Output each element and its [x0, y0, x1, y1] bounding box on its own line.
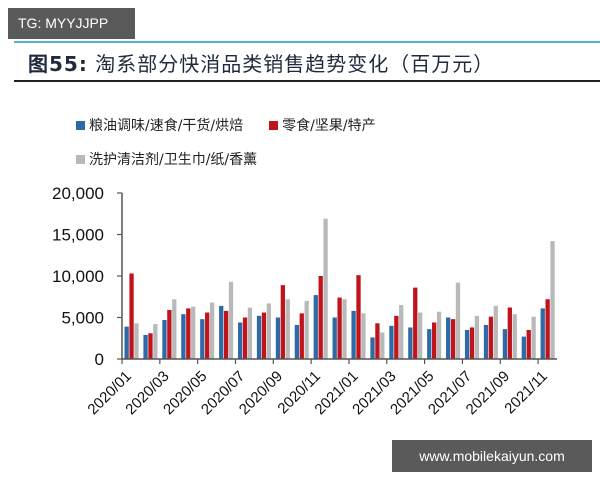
bar [469, 327, 475, 359]
y-tick-label: 20,000 [52, 184, 104, 203]
figure-title: 图55: 淘系部分快消品类销售趋势变化（百万元） [28, 48, 494, 77]
bar [237, 322, 243, 359]
bar [427, 329, 432, 359]
legend-swatch-red [269, 120, 279, 130]
bar [162, 319, 167, 359]
bar [389, 325, 394, 359]
legend-swatch-gray [76, 154, 85, 164]
y-tick-label: 15,000 [52, 226, 104, 245]
bar [394, 315, 399, 359]
chart-legend: 粮油调味/速食/干货/烘焙 零食/坚果/特产 洗护清洁剂/卫生巾/纸/香薰 [76, 108, 402, 176]
bar [172, 299, 177, 359]
x-tick-label: 2021/11 [501, 368, 551, 418]
x-axis: 2020/012020/032020/052020/072020/092020/… [84, 358, 557, 418]
watermark-top: TG: MYYJJPP [8, 8, 135, 39]
header-top-rule [14, 41, 600, 43]
bar [464, 329, 470, 359]
bar [219, 305, 224, 359]
bar [488, 316, 494, 359]
watermark-bottom: www.mobilekaiyun.com [392, 440, 592, 472]
figure-label: 图55: [28, 52, 88, 76]
bar [436, 311, 442, 359]
bar [483, 324, 489, 359]
bar [186, 308, 191, 359]
y-axis: 0 5,000 10,000 15,000 20,000 [52, 184, 123, 369]
bar [474, 315, 480, 359]
bar [205, 312, 210, 359]
bar [417, 312, 423, 359]
bar [280, 285, 286, 359]
y-tick-label: 5,000 [61, 309, 104, 328]
legend-row-1: 粮油调味/速食/干货/烘焙 零食/坚果/特产 [76, 108, 402, 142]
bar [256, 315, 262, 359]
bar [375, 323, 380, 359]
bar [285, 299, 290, 359]
bar [148, 333, 153, 359]
bar [446, 317, 451, 359]
header-bottom-rule [14, 80, 600, 82]
figure-title-text: 淘系部分快消品类销售趋势变化（百万元） [95, 52, 495, 76]
bar [275, 317, 281, 359]
bar [143, 334, 148, 359]
bar [512, 314, 517, 359]
bar [493, 305, 498, 359]
bar [531, 316, 536, 359]
bar [408, 327, 413, 359]
bar [361, 313, 366, 359]
legend-item-staples: 粮油调味/速食/干货/烘焙 [76, 115, 243, 135]
bar [351, 310, 356, 359]
legend-item-household: 洗护清洁剂/卫生巾/纸/香薰 [76, 149, 257, 169]
bar [399, 305, 404, 359]
bar [247, 307, 253, 359]
bar [370, 337, 375, 359]
bar [550, 241, 555, 359]
bar [266, 303, 271, 359]
bar [153, 324, 158, 359]
bar [124, 326, 129, 359]
y-tick-label: 0 [95, 350, 104, 369]
bar-series [124, 218, 555, 359]
bar [299, 313, 304, 359]
bar [318, 276, 323, 359]
bar [502, 329, 508, 359]
legend-swatch-blue [76, 120, 85, 130]
bar [304, 300, 309, 359]
bar [332, 317, 337, 359]
bar [356, 275, 361, 359]
bar [432, 322, 437, 359]
bar [134, 323, 139, 359]
bar [545, 299, 550, 359]
bar [450, 319, 456, 359]
bar [129, 273, 134, 359]
bar [413, 287, 418, 359]
bar [191, 306, 196, 359]
bar [380, 332, 385, 359]
legend-label-household: 洗护清洁剂/卫生巾/纸/香薰 [89, 152, 258, 168]
bar [294, 324, 300, 359]
bar [540, 308, 545, 359]
bar [167, 310, 172, 359]
bar [181, 314, 186, 359]
bar [455, 282, 461, 359]
bar [261, 312, 267, 359]
bar [323, 218, 328, 359]
bar [507, 307, 512, 359]
bar [313, 295, 318, 359]
bar [228, 281, 234, 359]
bar [521, 336, 526, 359]
y-tick-label: 10,000 [52, 267, 104, 286]
bar [526, 329, 531, 359]
legend-label-snacks: 零食/坚果/特产 [282, 118, 376, 134]
bar [200, 319, 205, 359]
legend-row-2: 洗护清洁剂/卫生巾/纸/香薰 [76, 142, 402, 176]
legend-label-staples: 粮油调味/速食/干货/烘焙 [89, 118, 244, 134]
bar [337, 297, 342, 359]
bar [209, 302, 215, 359]
bar [242, 317, 248, 359]
bar [342, 299, 347, 359]
legend-item-snacks: 零食/坚果/特产 [269, 115, 376, 135]
bar [223, 310, 229, 359]
